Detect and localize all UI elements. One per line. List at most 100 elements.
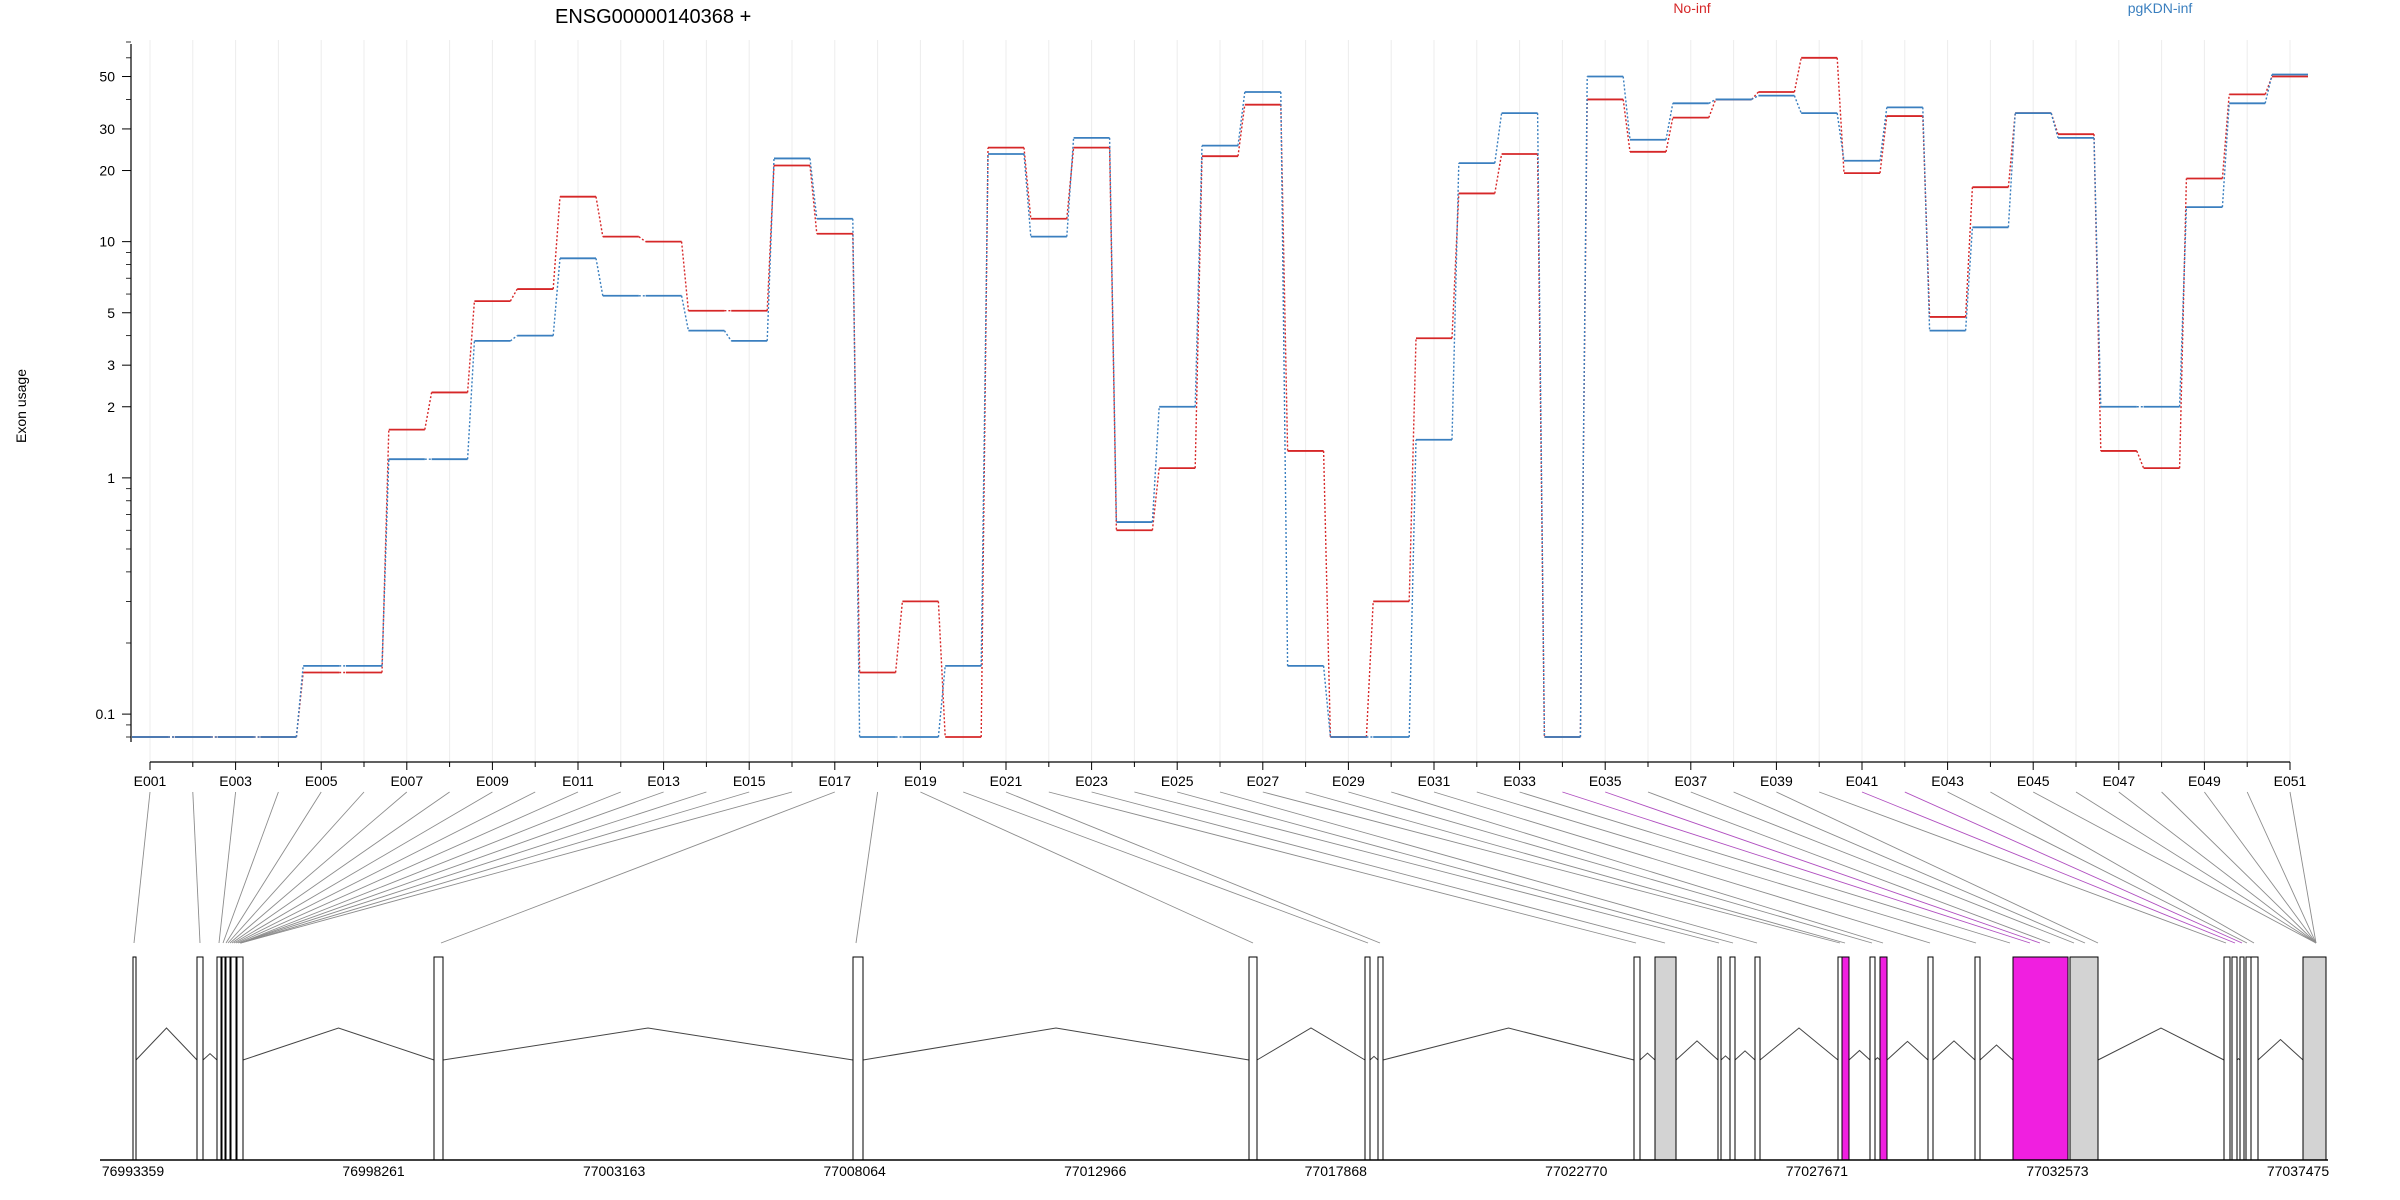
series-riser (1622, 76, 1631, 140)
intron-line (1734, 1050, 1756, 1061)
connector-line (1861, 791, 2236, 944)
connector-line (240, 791, 750, 944)
x-tick-label: E003 (219, 773, 252, 789)
series-riser (2093, 134, 2102, 451)
exon-box (1869, 956, 1876, 1161)
y-tick-label: 2 (107, 399, 115, 415)
series-2 (132, 73, 2308, 738)
series-riser (1451, 193, 1460, 339)
exon-box (221, 956, 226, 1161)
connector-line (239, 791, 664, 944)
connector-line (1562, 791, 2031, 944)
exon-box (230, 956, 237, 1161)
x-tick-label: E025 (1161, 773, 1194, 789)
connector-line (1048, 791, 1637, 944)
legend-series-2: pgKDN-inf (2128, 0, 2193, 16)
connector-line (239, 791, 707, 944)
exon-box (2069, 956, 2099, 1161)
connector-line (1733, 791, 2086, 944)
series-riser (1151, 468, 1160, 531)
intron-line (1675, 1040, 1719, 1061)
genomic-coordinate-label: 77037475 (2267, 1163, 2330, 1179)
series-riser (1579, 76, 1588, 738)
y-tick-label: 20 (99, 163, 115, 179)
exon-box (1364, 956, 1371, 1161)
connector-line (920, 791, 1254, 944)
x-tick-label: E023 (1075, 773, 1108, 789)
x-tick-label: E015 (733, 773, 766, 789)
intron-line (1639, 1052, 1656, 1061)
intron-line (1759, 1027, 1839, 1061)
series-riser (2264, 76, 2273, 95)
x-tick-label: E019 (904, 773, 937, 789)
series-riser (1751, 95, 1759, 101)
connector-line (240, 791, 793, 944)
intron-line (1932, 1040, 1976, 1061)
series-riser (638, 236, 647, 243)
series-riser (1108, 137, 1118, 523)
exon-box (2239, 956, 2245, 1161)
exon-box (1654, 956, 1677, 1161)
x-axis: E001 E003 E005 E007 E009 E011 E013 E015 E017 E019… (134, 761, 2307, 789)
series-riser (552, 196, 561, 290)
series-riser (680, 295, 690, 331)
exon-box (216, 956, 222, 1161)
connector-line (1647, 791, 2051, 944)
series-riser (1494, 153, 1503, 194)
series-riser (1194, 145, 1203, 407)
series-riser (937, 601, 946, 738)
exon-box (1377, 956, 1384, 1161)
connector-line (133, 791, 151, 944)
connector-line (1219, 791, 1758, 944)
connector-line (192, 791, 201, 944)
series-riser (1280, 104, 1289, 451)
series-riser (1879, 107, 1888, 161)
exon-box (1879, 956, 1888, 1161)
series-riser (1194, 156, 1203, 469)
y-tick-label: 3 (107, 357, 115, 373)
x-tick-label: E049 (2188, 773, 2221, 789)
x-tick-label: E047 (2102, 773, 2135, 789)
intron-line (202, 1052, 218, 1061)
connector-line (2204, 791, 2317, 944)
exon-box (1841, 956, 1850, 1161)
intron-line (1369, 1055, 1379, 1061)
connector-line (1776, 791, 2099, 944)
connector-line (239, 791, 621, 944)
x-tick-label: E031 (1418, 773, 1451, 789)
exon-connector-lines (133, 791, 2317, 944)
x-tick-label: E043 (1931, 773, 1964, 789)
connector-line (1177, 791, 1734, 944)
connector-line (218, 791, 237, 944)
series-riser (295, 665, 304, 738)
series-riser (424, 392, 433, 430)
genomic-coordinate-label: 77022770 (1545, 1163, 1608, 1179)
exon-box (236, 956, 244, 1161)
exon-box (2012, 956, 2069, 1161)
y-tick-label: 5 (107, 305, 115, 321)
connector-line (1262, 791, 1841, 944)
connector-line (855, 791, 879, 944)
series-riser (1922, 107, 1931, 331)
x-tick-label: E041 (1846, 773, 1879, 789)
x-tick-label: E029 (1332, 773, 1365, 789)
x-tick-label: E011 (562, 773, 594, 789)
x-tick-label: E045 (2017, 773, 2050, 789)
x-tick-label: E017 (818, 773, 851, 789)
y-axis-label: Exon usage (13, 369, 29, 443)
gene-model (132, 956, 2327, 1161)
series-riser (1964, 187, 1974, 317)
connector-line (1391, 791, 1884, 944)
intron-line (2097, 1027, 2225, 1061)
intron-line (1382, 1027, 1635, 1061)
genomic-coordinate-label: 77008064 (824, 1163, 887, 1179)
series-riser (509, 335, 518, 342)
series-riser (1066, 137, 1075, 237)
x-tick-label: E007 (390, 773, 423, 789)
series-riser (1237, 91, 1246, 146)
series-riser (1365, 601, 1374, 738)
series-riser (809, 158, 818, 219)
x-tick-label: E037 (1674, 773, 1707, 789)
series-riser (466, 340, 476, 460)
